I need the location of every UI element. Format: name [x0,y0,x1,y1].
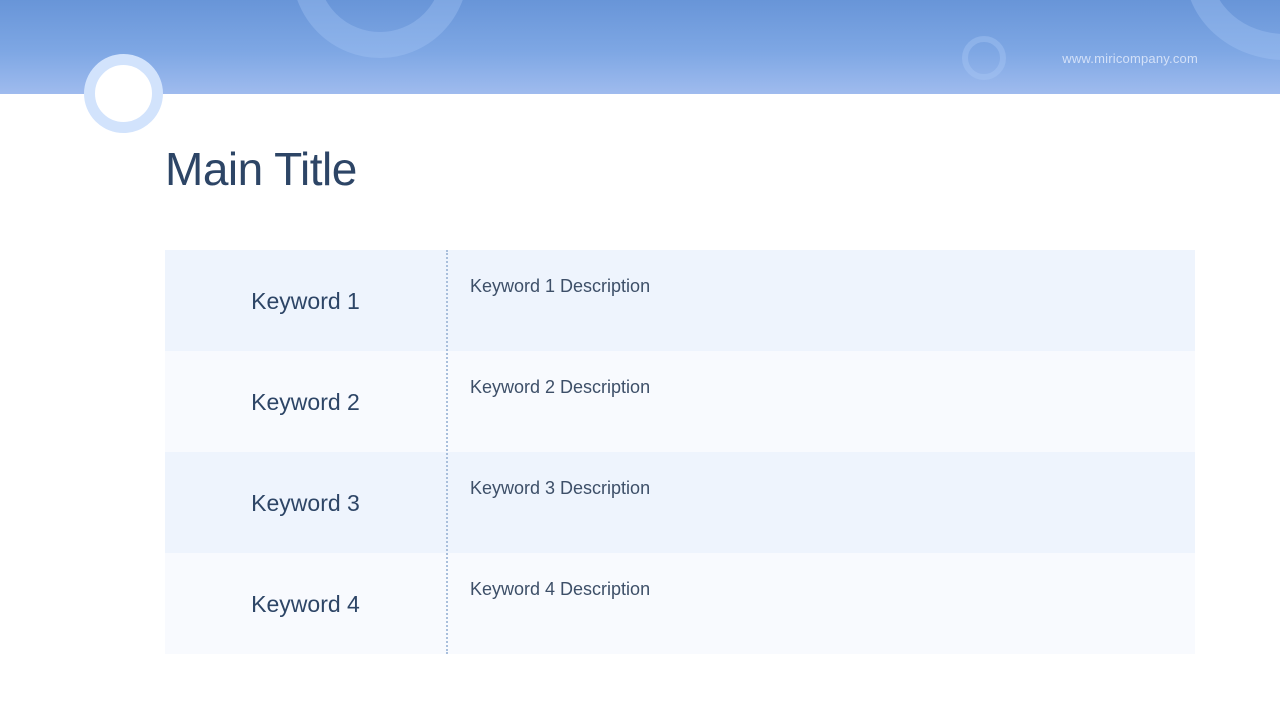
decorative-ring [962,36,1006,80]
keyword-description: Keyword 4 Description [470,579,651,599]
decorative-ring [292,0,468,58]
page-title: Main Title [165,143,357,195]
table-row: Keyword 4 Keyword 4 Description [165,553,1195,654]
decorative-circle [84,54,163,133]
table-row: Keyword 3 Keyword 3 Description [165,452,1195,553]
column-divider [446,250,448,654]
keyword-description: Keyword 3 Description [470,478,651,498]
keyword-description: Keyword 2 Description [470,377,651,397]
table-row: Keyword 2 Keyword 2 Description [165,351,1195,452]
company-url: www.miricompany.com [1062,51,1198,66]
keyword-label: Keyword 3 [251,490,360,516]
header-banner: www.miricompany.com [0,0,1280,94]
keyword-table: Keyword 1 Keyword 1 Description Keyword … [165,250,1195,654]
table-row: Keyword 1 Keyword 1 Description [165,250,1195,351]
keyword-label: Keyword 1 [251,288,360,314]
keyword-label: Keyword 2 [251,389,360,415]
decorative-ring [1185,0,1280,60]
keyword-label: Keyword 4 [251,591,360,617]
keyword-description: Keyword 1 Description [470,276,651,296]
